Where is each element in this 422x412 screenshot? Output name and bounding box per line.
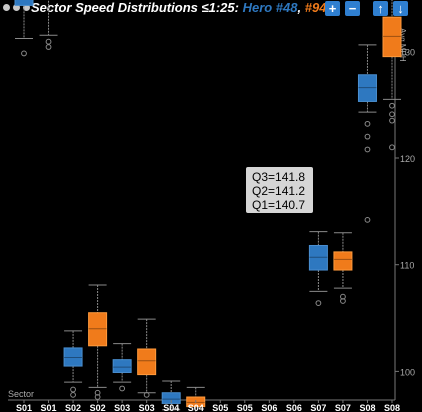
outlier-point — [21, 50, 27, 57]
tooltip-q3: Q3=141.8 — [252, 170, 306, 184]
outlier-point — [389, 117, 395, 124]
box — [112, 359, 132, 373]
box-tooltip: Q3=141.8 Q2=141.2 Q1=140.7 — [246, 167, 313, 213]
x-axis-label: Sector — [8, 389, 34, 399]
outlier-point — [70, 386, 76, 393]
box — [382, 16, 402, 58]
outlier-point — [389, 144, 395, 151]
outlier-point — [340, 298, 346, 304]
x-tick-label: S02 — [90, 403, 106, 412]
outlier-point — [340, 293, 346, 300]
x-tick-label: S03 — [139, 403, 155, 412]
x-tick-label: S02 — [65, 403, 81, 412]
outlier-point — [45, 38, 52, 45]
y-tick-label: 100 — [400, 367, 415, 377]
title-separator: , — [297, 0, 305, 15]
close-dot-icon[interactable] — [3, 4, 10, 11]
outlier-point — [45, 44, 52, 50]
y-tick-label: 130 — [400, 47, 415, 57]
maximize-dot-icon[interactable] — [23, 4, 30, 11]
y-tick-label: 120 — [400, 154, 415, 164]
box — [308, 244, 328, 271]
x-tick-label: S01 — [41, 403, 57, 412]
box — [357, 74, 377, 102]
box — [333, 251, 353, 271]
window-controls — [3, 4, 30, 11]
box — [161, 392, 181, 404]
title-car2: #94 — [304, 0, 327, 15]
x-tick-label: S05 — [212, 403, 228, 412]
tooltip-q2: Q2=141.2 — [252, 184, 306, 198]
x-tick-label: S06 — [286, 403, 302, 412]
outlier-point — [364, 216, 371, 223]
outlier-point — [315, 300, 322, 307]
scroll-up-button[interactable]: ↑ — [373, 1, 388, 16]
outlier-point — [364, 120, 371, 127]
title-car1: Hero #48 — [242, 0, 298, 15]
tooltip-q1: Q1=140.7 — [252, 198, 306, 212]
x-tick-label: S08 — [384, 403, 400, 412]
outlier-point — [94, 394, 101, 400]
x-tick-label: S04 — [188, 403, 204, 412]
x-tick-label: S07 — [310, 403, 326, 412]
minimize-dot-icon[interactable] — [13, 4, 20, 11]
y-axis-label: Avg MPH — [398, 28, 407, 62]
x-tick-label: S07 — [335, 403, 351, 412]
chart-title: Sector Speed Distributions ≤1:25: Hero #… — [31, 0, 326, 16]
x-tick-label: S06 — [261, 403, 277, 412]
box — [88, 312, 108, 347]
x-tick-label: S01 — [16, 403, 32, 412]
x-tick-label: S03 — [114, 403, 130, 412]
x-tick-label: S05 — [237, 403, 253, 412]
outlier-point — [364, 146, 371, 153]
y-tick-label: 110 — [400, 261, 414, 271]
box — [137, 348, 157, 376]
zoom-out-button[interactable]: − — [345, 1, 360, 16]
zoom-in-button[interactable]: + — [325, 1, 340, 16]
outlier-point — [364, 133, 371, 140]
outlier-point — [94, 389, 101, 396]
x-tick-label: S08 — [359, 403, 375, 412]
title-prefix: Sector Speed Distributions ≤1:25: — [31, 0, 243, 15]
outlier-point — [143, 391, 150, 398]
box — [14, 0, 34, 6]
box — [63, 347, 83, 367]
x-tick-label: S04 — [163, 403, 179, 412]
outlier-point — [119, 385, 126, 392]
outlier-point — [389, 102, 395, 109]
outlier-point — [70, 391, 76, 398]
scroll-down-button[interactable]: ↓ — [393, 1, 408, 16]
outlier-point — [389, 111, 395, 118]
